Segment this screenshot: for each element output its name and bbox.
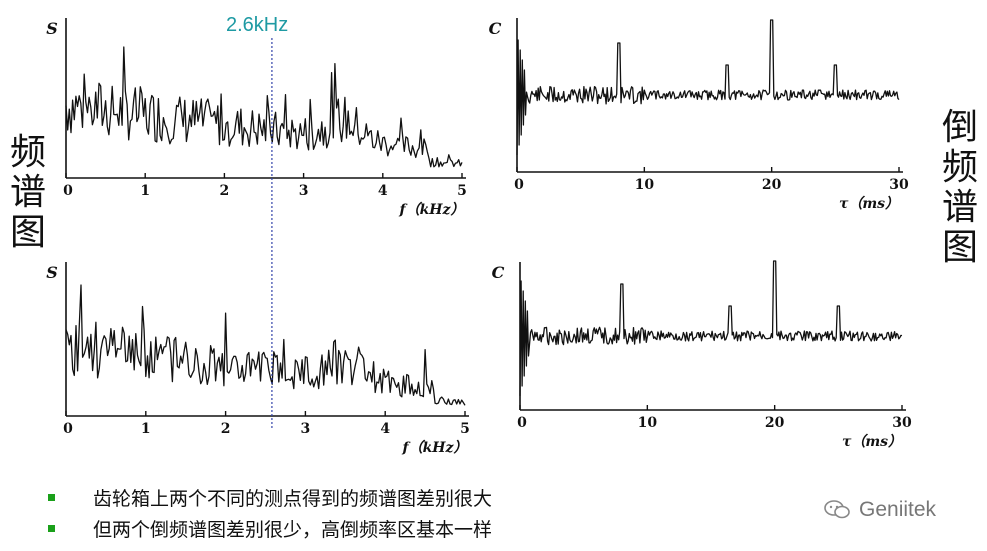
x-tick-label: 5	[457, 183, 467, 199]
x-tick-label: 30	[892, 415, 912, 431]
bullet-marker	[48, 494, 55, 501]
marker-label: 2.6kHz	[226, 14, 289, 36]
x-tick-label: 0	[63, 183, 73, 199]
series-line	[65, 284, 466, 406]
left-label-char-2: 谱	[9, 172, 46, 213]
x-tick-label: 2	[221, 421, 231, 437]
y-axis-label: S	[46, 19, 58, 38]
chat-bubble-icon	[824, 500, 850, 519]
x-tick-label: 4	[378, 183, 388, 199]
x-axis-label: f（kHz）	[399, 201, 465, 218]
right-label-char-3: 谱	[941, 187, 978, 228]
right-label-char-4: 图	[941, 227, 978, 268]
x-tick-label: 3	[299, 183, 309, 199]
x-tick-label: 20	[762, 177, 782, 193]
x-tick-label: 10	[635, 177, 655, 193]
x-tick-label: 5	[460, 421, 470, 437]
x-tick-label: 10	[638, 415, 658, 431]
x-tick-label: 1	[140, 183, 150, 199]
x-axis-label: f（kHz）	[402, 439, 468, 456]
bullet-text: 齿轮箱上两个不同的测点得到的频谱图差别很大	[93, 488, 493, 510]
x-tick-label: 4	[380, 421, 390, 437]
series-line	[519, 260, 903, 397]
x-tick-label: 0	[517, 415, 527, 431]
x-axis-label: τ（ms）	[839, 195, 899, 212]
right-label-char-1: 倒	[941, 107, 978, 148]
x-tick-label: 0	[63, 421, 73, 437]
x-tick-label: 2	[220, 183, 230, 199]
y-axis-label: C	[492, 263, 505, 282]
series-line	[516, 19, 900, 156]
left-label-char-3: 图	[9, 212, 46, 253]
x-tick-label: 30	[889, 177, 909, 193]
left-vertical-label: 频 谱 图	[8, 133, 48, 253]
y-axis-label: C	[489, 19, 502, 38]
bullet-text: 但两个倒频谱图差别很少，高倒频率区基本一样	[93, 519, 493, 541]
right-vertical-label: 倒 频 谱 图	[940, 108, 980, 268]
watermark-text: Geniitek	[859, 498, 937, 521]
bullet-item: 齿轮箱上两个不同的测点得到的频谱图差别很大	[48, 482, 492, 513]
x-tick-label: 3	[301, 421, 311, 437]
series-line	[65, 46, 463, 168]
bullet-marker	[48, 525, 55, 532]
y-axis-label: S	[46, 263, 58, 282]
bullet-list: 齿轮箱上两个不同的测点得到的频谱图差别很大 但两个倒频谱图差别很少，高倒频率区基…	[48, 482, 492, 544]
bullet-item: 但两个倒频谱图差别很少，高倒频率区基本一样	[48, 513, 492, 544]
right-label-char-2: 频	[941, 147, 978, 188]
left-label-char-1: 频	[9, 132, 46, 173]
x-axis-label: τ（ms）	[842, 433, 902, 450]
x-tick-label: 1	[141, 421, 151, 437]
watermark: Geniitek	[823, 498, 936, 522]
x-tick-label: 20	[765, 415, 785, 431]
x-tick-label: 0	[514, 177, 524, 193]
